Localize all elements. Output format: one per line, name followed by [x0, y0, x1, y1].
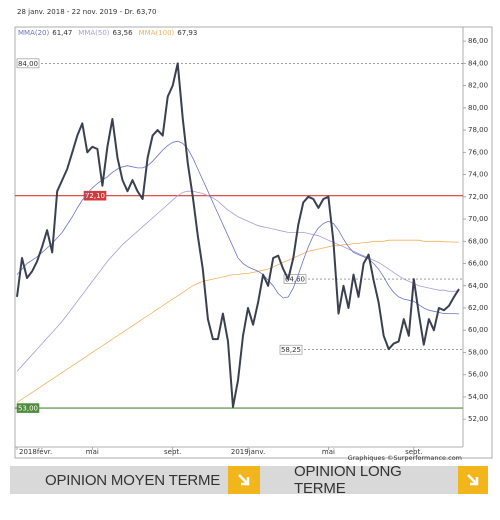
y-tick-label: 72,00: [468, 193, 488, 201]
x-tick-label: 2019janv.: [231, 448, 265, 456]
y-tick-label: 52,00: [468, 415, 488, 423]
level-label: 72,10: [85, 192, 105, 200]
arrow: [467, 474, 479, 486]
x-tick-label: 2018févr.: [19, 448, 52, 456]
x-tick-label: mai: [86, 448, 99, 456]
y-tick-label: 74,00: [468, 171, 488, 179]
legend-value: 67,93: [177, 29, 197, 37]
opinion-button[interactable]: OPINION LONG TERME: [294, 463, 488, 497]
chart-subtitle: 28 janv. 2018 - 22 nov. 2019 - Dr. 63,70: [17, 8, 156, 16]
level-label-box: [16, 403, 40, 413]
button-label: OPINION MOYEN TERME: [45, 471, 221, 489]
x-tick-label: mai: [322, 448, 335, 456]
legend-name: MMA(100): [139, 29, 175, 37]
y-tick-label: 76,00: [468, 148, 488, 156]
y-tick-label: 58,00: [468, 348, 488, 356]
button-label: OPINION LONG TERME: [294, 463, 402, 497]
y-tick-label: 82,00: [468, 82, 488, 90]
series-line: [16, 140, 460, 315]
y-tick-label: 80,00: [468, 104, 488, 112]
y-tick-label: 60,00: [468, 326, 488, 334]
y-tick-label: 56,00: [468, 371, 488, 379]
y-tick-label: 86,00: [468, 37, 488, 45]
chart-frame: [14, 26, 493, 459]
x-tick-label: sept.: [164, 448, 181, 456]
y-tick-label: 54,00: [468, 393, 488, 401]
opinion-button[interactable]: OPINION MOYEN TERME: [45, 466, 261, 494]
arrow: [238, 474, 250, 486]
arrow-icon: [458, 466, 488, 494]
credit: Graphiques ©Surperformance.com: [348, 454, 462, 462]
level-label-box: [16, 58, 40, 69]
level-label: 84,00: [18, 60, 38, 68]
level-label: 58,25: [281, 346, 301, 354]
y-tick-label: 62,00: [468, 304, 488, 312]
x-tick-label: sept.: [405, 448, 422, 456]
series-line: [16, 62, 460, 408]
y-tick-label: 66,00: [468, 260, 488, 268]
series-line: [16, 190, 460, 372]
legend-value: 63,56: [113, 29, 134, 37]
level-label: 53,00: [18, 405, 38, 413]
arrow-icon: [228, 466, 261, 494]
y-tick-label: 68,00: [468, 237, 488, 245]
level-label: 64,60: [285, 276, 305, 284]
y-tick-label: 84,00: [468, 59, 488, 67]
legend-value: 61,47: [52, 29, 72, 37]
button-bar: OPINION MOYEN TERME OPINION LONG TERME: [10, 463, 488, 497]
legend-name: MMA(50): [78, 29, 110, 37]
series-line: [16, 239, 459, 403]
y-tick-label: 78,00: [468, 126, 488, 134]
level-label-box: [83, 190, 107, 201]
y-tick-label: 64,00: [468, 282, 488, 290]
chart: 28 janv. 2018 - 22 nov. 2019 - Dr. 63,70…: [14, 8, 493, 462]
y-tick-label: 70,00: [468, 215, 488, 223]
legend-name: MMA(20): [18, 29, 50, 37]
level-label-box: [279, 344, 303, 355]
